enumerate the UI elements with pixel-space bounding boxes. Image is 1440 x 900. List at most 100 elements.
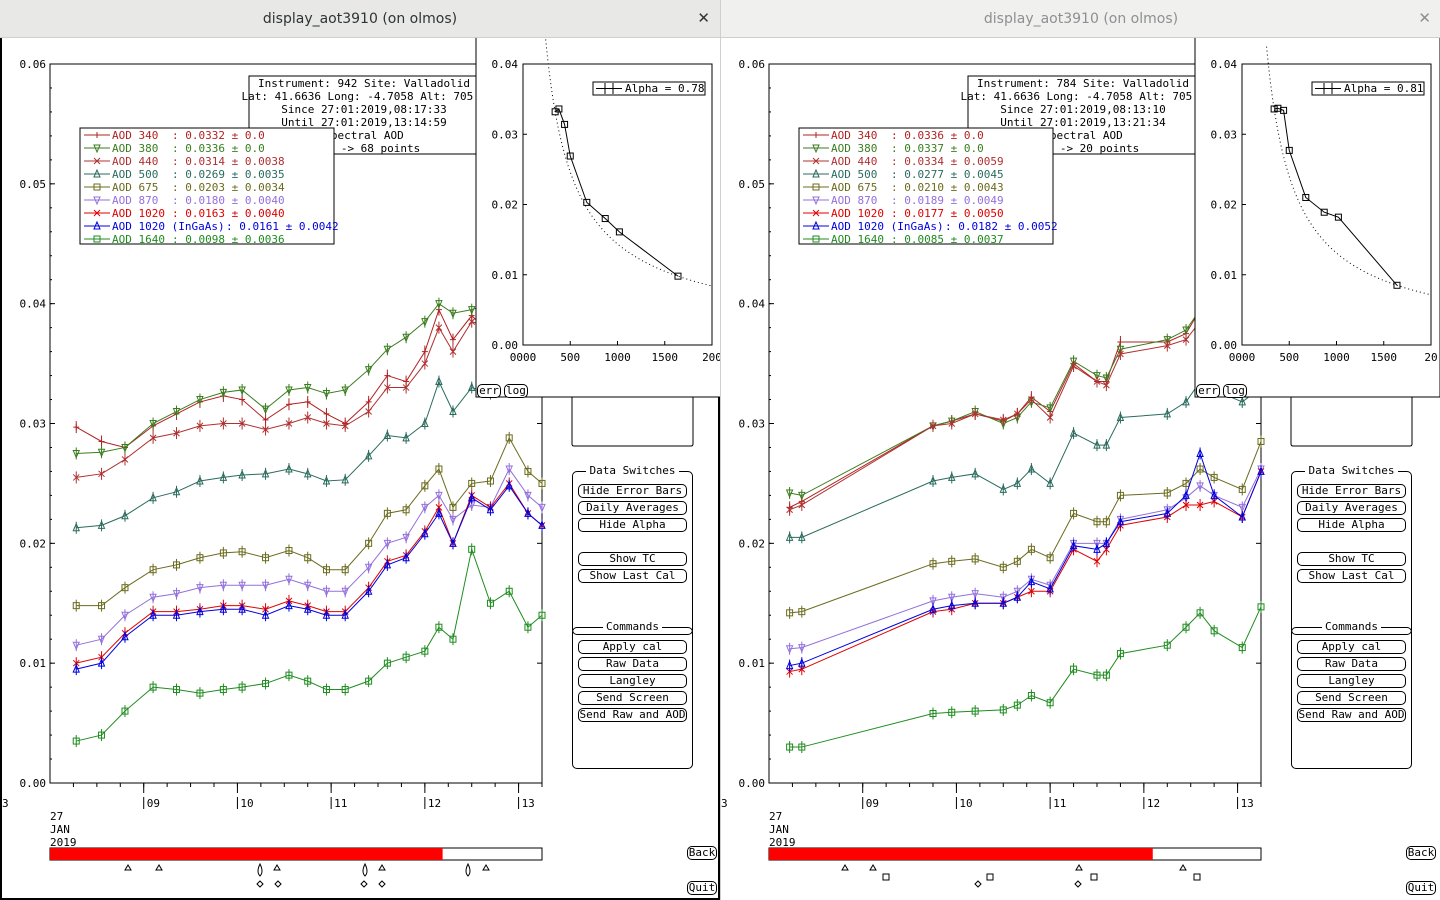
series-3: [72, 345, 546, 534]
data-point: [196, 689, 204, 697]
hide-error-bars-button[interactable]: Hide Error Bars: [1297, 484, 1406, 498]
data-point: [364, 563, 373, 573]
legend-value: : 0.0337 ± 0.0: [891, 142, 984, 155]
data-point: [98, 731, 106, 739]
data-point: [1196, 609, 1204, 617]
daily-averages-button[interactable]: Daily Averages: [1297, 501, 1406, 515]
data-point: [786, 743, 794, 751]
show-tc-button[interactable]: Show TC: [1297, 552, 1406, 566]
info-latlon-line: Lat: 41.6636 Long: -4.7058 Alt: 705 m: [960, 90, 1205, 103]
data-point: [1069, 357, 1078, 367]
back-button[interactable]: Back: [687, 846, 717, 860]
err-button[interactable]: err: [477, 384, 501, 398]
inset-y-tick-label: 0.03: [492, 128, 519, 141]
event-square-icon: [1193, 873, 1201, 881]
data-point: [798, 743, 806, 751]
data-point: [238, 548, 246, 556]
hide-alpha-button[interactable]: Hide Alpha: [1297, 518, 1406, 532]
hide-error-bars-button[interactable]: Hide Error Bars: [578, 484, 687, 498]
series-line: [76, 468, 543, 646]
raw-data-button[interactable]: Raw Data: [578, 657, 687, 671]
legend-label: AOD 870: [831, 194, 877, 207]
inset-y-tick-label: 0.01: [1211, 269, 1238, 282]
data-point: [238, 683, 246, 691]
data-point: [435, 324, 443, 331]
data-point: [486, 504, 495, 514]
legend-value: : 0.0332 ± 0.0: [172, 129, 265, 142]
data-point: [538, 611, 546, 619]
langley-button[interactable]: Langley: [1297, 674, 1406, 688]
data-point: [323, 410, 330, 417]
log-button[interactable]: log: [504, 384, 528, 398]
data-point: [524, 491, 532, 501]
quit-button[interactable]: Quit: [1406, 881, 1436, 895]
legend-value: : 0.0277 ± 0.0045: [891, 168, 1004, 181]
data-point: [971, 597, 979, 607]
inset-data-point: [566, 152, 574, 160]
data-point: [1182, 490, 1190, 499]
data-point: [285, 463, 293, 473]
apply-cal-button[interactable]: Apply cal: [1297, 640, 1406, 654]
data-point: [421, 528, 429, 538]
data-switches-title: Data Switches: [586, 464, 679, 477]
send-raw-and-aod-button[interactable]: Send Raw and AOD: [578, 708, 687, 722]
data-point: [285, 575, 293, 585]
data-point: [73, 424, 80, 431]
back-button[interactable]: Back: [1406, 846, 1436, 860]
data-point: [1210, 490, 1218, 499]
show-tc-button[interactable]: Show TC: [578, 552, 687, 566]
data-point: [196, 396, 204, 405]
legend-swatch-marker: [812, 235, 820, 243]
inset-legend-swatch: [596, 83, 622, 94]
data-point: [262, 426, 269, 433]
y-tick-label: 0.06: [20, 58, 47, 71]
y-tick-label: 0.01: [20, 657, 47, 670]
send-screen-button[interactable]: Send Screen: [578, 691, 687, 705]
data-point: [1116, 516, 1125, 526]
data-point: [505, 434, 513, 442]
series-8: [72, 543, 546, 748]
data-point: [1116, 345, 1125, 355]
log-button[interactable]: log: [1223, 384, 1247, 398]
langley-button[interactable]: Langley: [578, 674, 687, 688]
data-point: [947, 472, 956, 481]
inset-x-tick-label: 1000: [1323, 351, 1350, 364]
hide-alpha-button[interactable]: Hide Alpha: [578, 518, 687, 532]
data-point: [468, 545, 476, 553]
legend-label: AOD 340: [112, 129, 158, 142]
send-raw-and-aod-button[interactable]: Send Raw and AOD: [1297, 708, 1406, 722]
event-marker-icon: [362, 862, 368, 877]
title-bar[interactable]: display_aot3910 (on olmos) ✕: [721, 0, 1440, 38]
event-marker-icon: [869, 864, 877, 871]
data-point: [1013, 591, 1022, 601]
inset-legend-frame: [592, 81, 706, 96]
data-point: [798, 608, 806, 616]
data-point: [798, 501, 806, 509]
quit-button[interactable]: Quit: [687, 881, 717, 895]
date-year: 2019: [50, 836, 77, 849]
legend-label: AOD 340: [831, 129, 877, 142]
data-point: [172, 609, 181, 619]
show-last-cal-button[interactable]: Show Last Cal: [578, 569, 687, 583]
legend-label: AOD 1640: [112, 233, 165, 246]
data-point: [72, 602, 80, 610]
x-tick-label: 12: [1147, 797, 1160, 810]
legend: AOD 340: 0.0336 ± 0.0 AOD 380: 0.0337 ± 0…: [798, 127, 1058, 246]
data-point: [1182, 501, 1190, 509]
apply-cal-button[interactable]: Apply cal: [578, 640, 687, 654]
err-button[interactable]: err: [1196, 384, 1220, 398]
progress-bar-fill: [769, 848, 1153, 860]
data-point: [449, 309, 457, 319]
send-screen-button[interactable]: Send Screen: [1297, 691, 1406, 705]
progress-bar-fill: [50, 848, 443, 860]
close-icon[interactable]: ✕: [697, 9, 710, 27]
data-point: [72, 737, 80, 745]
title-bar[interactable]: display_aot3910 (on olmos) ✕: [0, 0, 720, 38]
close-icon[interactable]: ✕: [1418, 9, 1431, 27]
data-point: [1046, 478, 1054, 487]
legend-label: AOD 440: [112, 155, 158, 168]
raw-data-button[interactable]: Raw Data: [1297, 657, 1406, 671]
data-point: [1102, 671, 1110, 679]
show-last-cal-button[interactable]: Show Last Cal: [1297, 569, 1406, 583]
daily-averages-button[interactable]: Daily Averages: [578, 501, 687, 515]
